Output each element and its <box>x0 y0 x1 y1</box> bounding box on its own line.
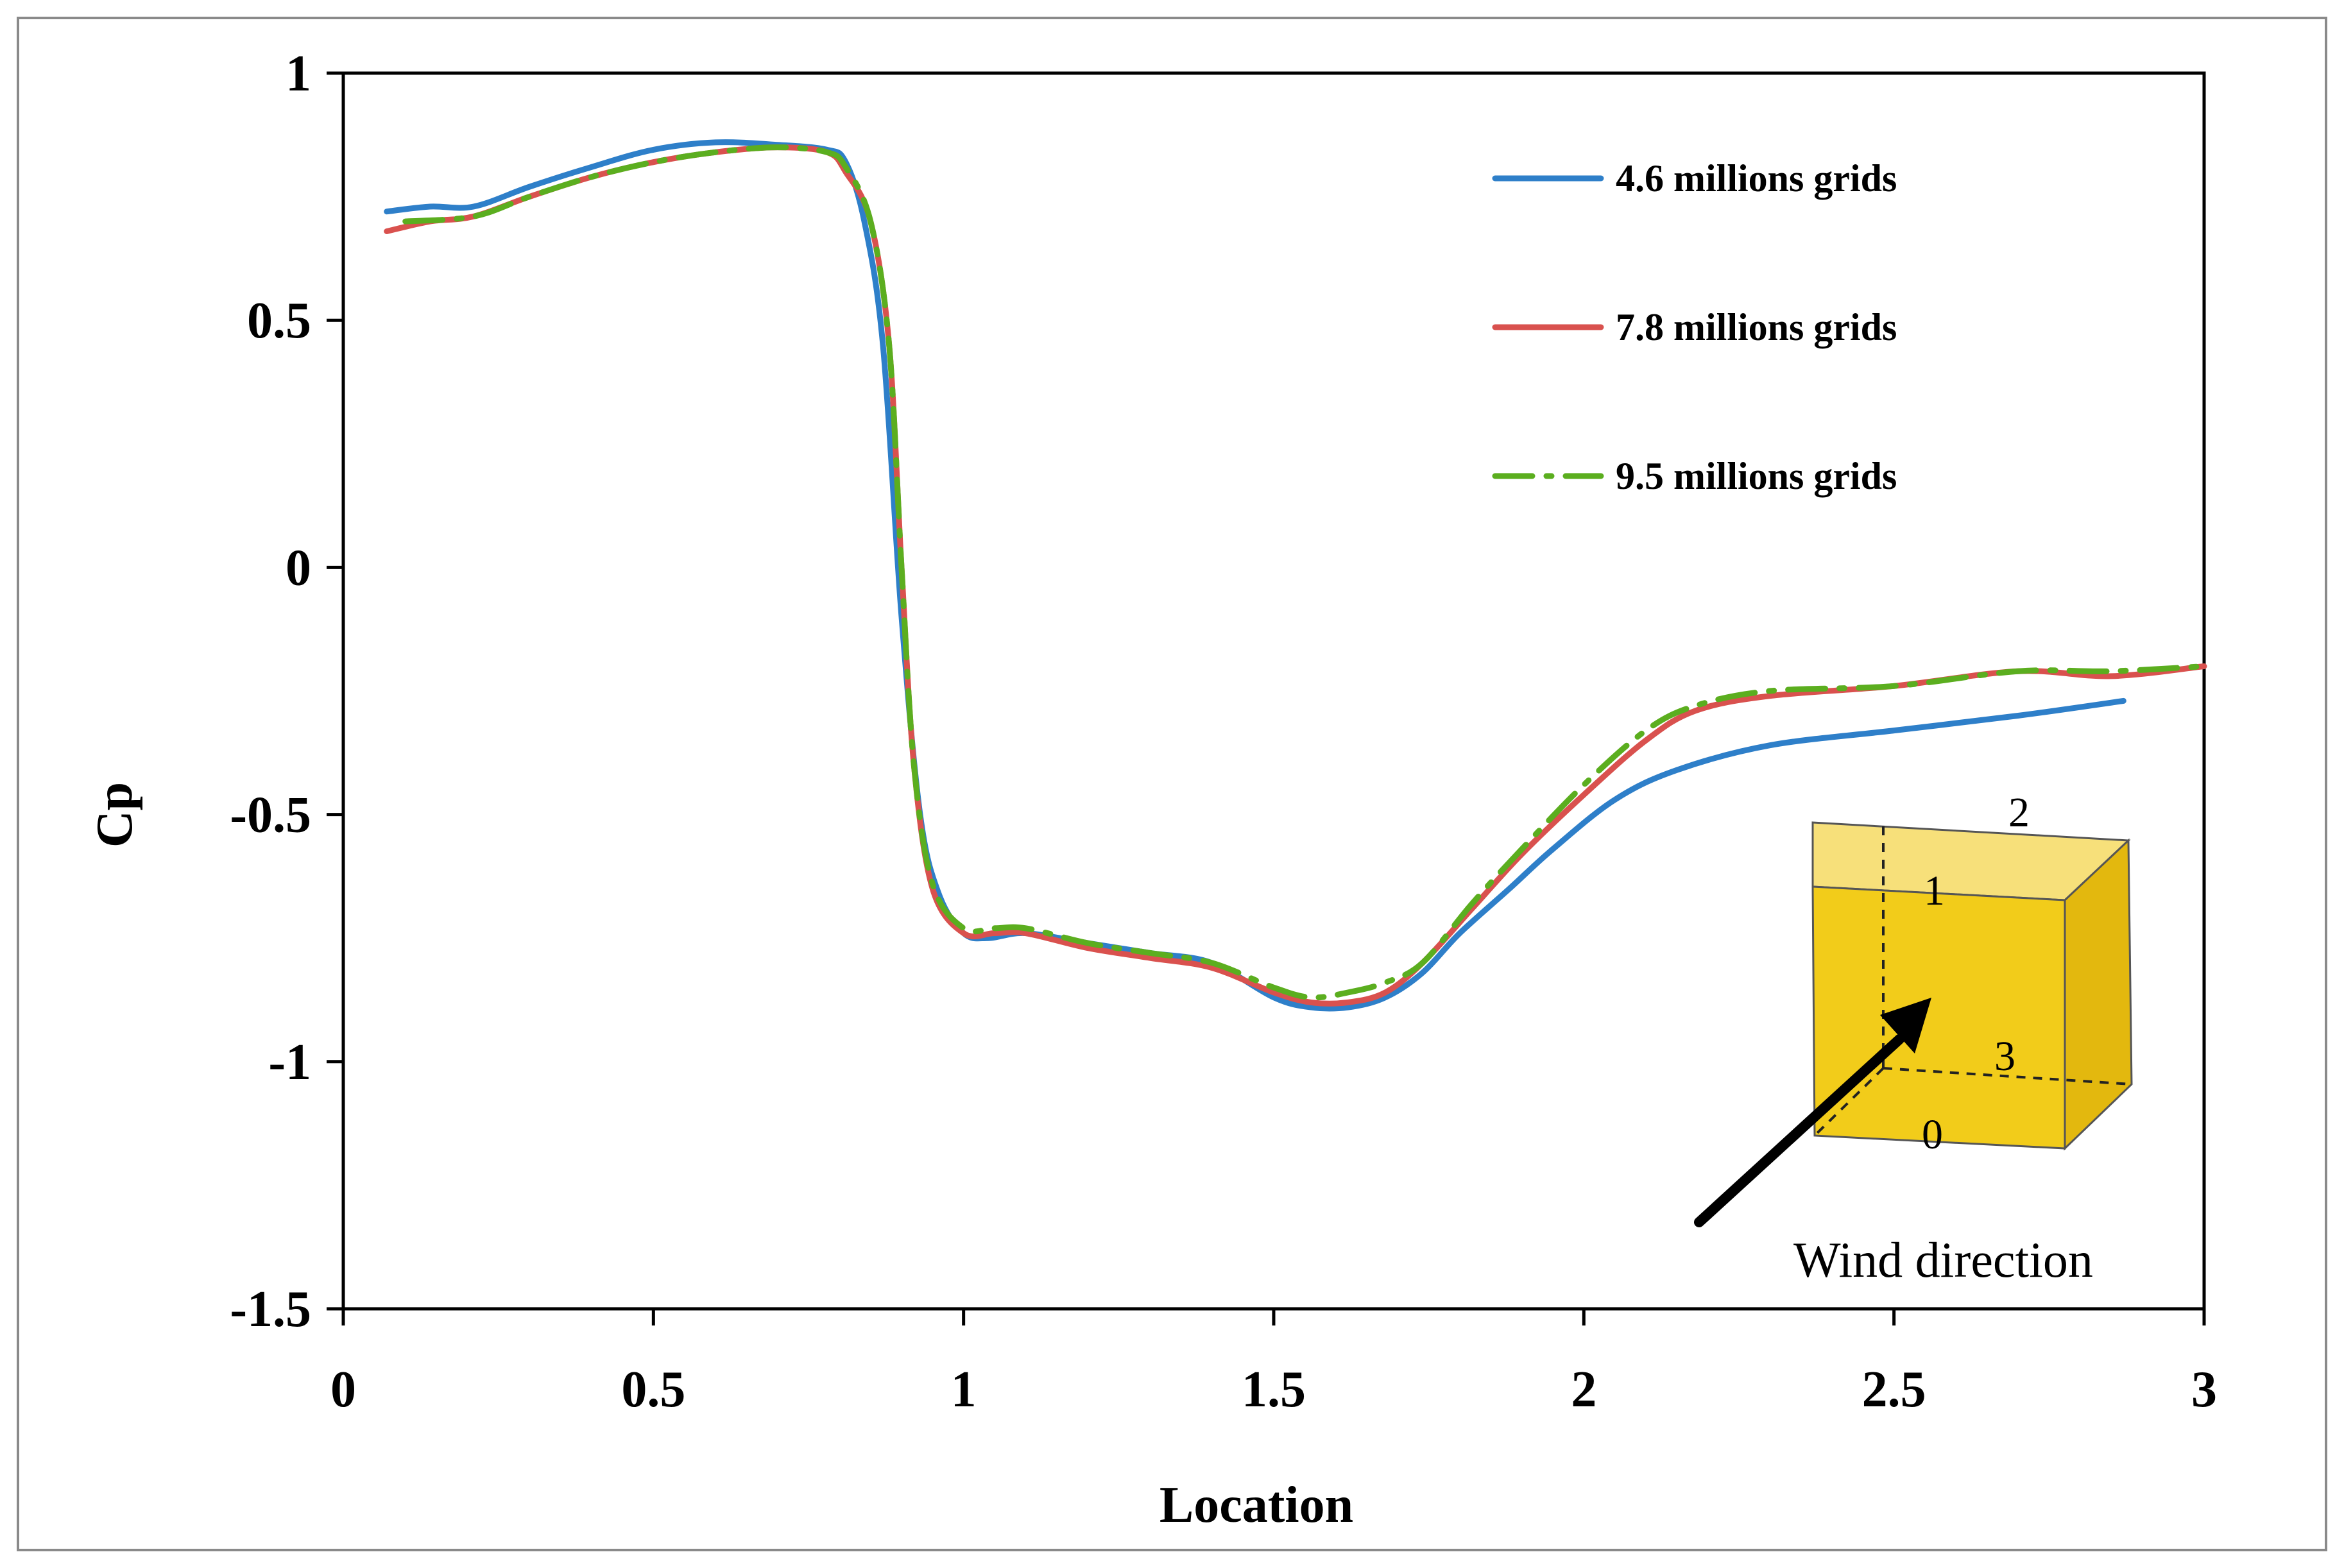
y-tick-label: -1.5 <box>230 1281 311 1338</box>
legend-label-3: 9.5 millions grids <box>1616 455 1897 497</box>
series-layer <box>384 139 2207 1012</box>
x-tick-label: 3 <box>2191 1361 2217 1418</box>
inset-label-0: 0 <box>1922 1111 1943 1158</box>
y-tick-label: 1 <box>286 46 311 102</box>
y-axis: 1 0.5 0 -0.5 -1 -1.5 <box>230 46 343 1338</box>
x-tick-label: 2 <box>1571 1361 1596 1418</box>
legend-label-1: 4.6 millions grids <box>1616 157 1897 200</box>
y-axis-title: Cp <box>87 782 143 848</box>
y-tick-label: -1 <box>268 1034 311 1091</box>
series-line-3 <box>402 144 2207 1001</box>
wind-arrow-shaft <box>1694 1034 1904 1227</box>
x-tick-label: 0 <box>330 1361 356 1418</box>
x-tick-label: 2.5 <box>1862 1361 1926 1418</box>
cube-front-face <box>1811 885 2066 1150</box>
inset-label-3: 3 <box>1994 1033 2015 1080</box>
y-tick-label: -0.5 <box>230 787 311 844</box>
cube-hidden-edge <box>1883 1067 2132 1086</box>
inset-label-2: 2 <box>2008 789 2030 836</box>
legend: 4.6 millions grids 7.8 millions grids 9.5 … <box>1492 157 1897 497</box>
y-tick-label: 0.5 <box>247 293 311 349</box>
cube-side-face <box>2064 838 2133 1151</box>
x-axis: 0 0.5 1 1.5 2 2.5 3 <box>330 1309 2217 1418</box>
legend-label-2: 7.8 millions grids <box>1616 306 1897 348</box>
x-tick-label: 1 <box>951 1361 977 1418</box>
x-tick-label: 1.5 <box>1242 1361 1306 1418</box>
figure-border <box>17 17 2327 1551</box>
x-tick-label: 0.5 <box>621 1361 685 1418</box>
y-tick-label: 0 <box>286 540 311 596</box>
x-axis-title: Location <box>1159 1477 1353 1533</box>
inset-caption: Wind direction <box>1793 1232 2093 1288</box>
wind-arrow-head <box>1880 998 1931 1053</box>
wind-direction-inset: 2 1 3 0 Wind direction <box>1694 789 2133 1288</box>
inset-label-1: 1 <box>1924 867 1945 914</box>
